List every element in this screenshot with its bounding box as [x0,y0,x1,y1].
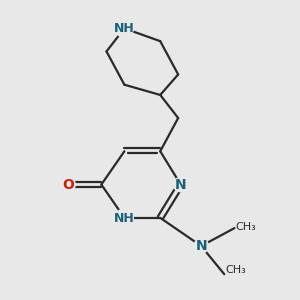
Circle shape [116,209,134,227]
Text: CH₃: CH₃ [226,266,246,275]
Circle shape [116,20,134,37]
Text: O: O [62,178,74,192]
Circle shape [61,177,75,192]
Text: N: N [175,178,187,192]
Circle shape [194,239,208,253]
Text: N: N [195,239,207,253]
Text: CH₃: CH₃ [236,222,256,232]
Text: NH: NH [114,212,135,225]
Text: NH: NH [114,22,135,35]
Circle shape [174,177,188,192]
